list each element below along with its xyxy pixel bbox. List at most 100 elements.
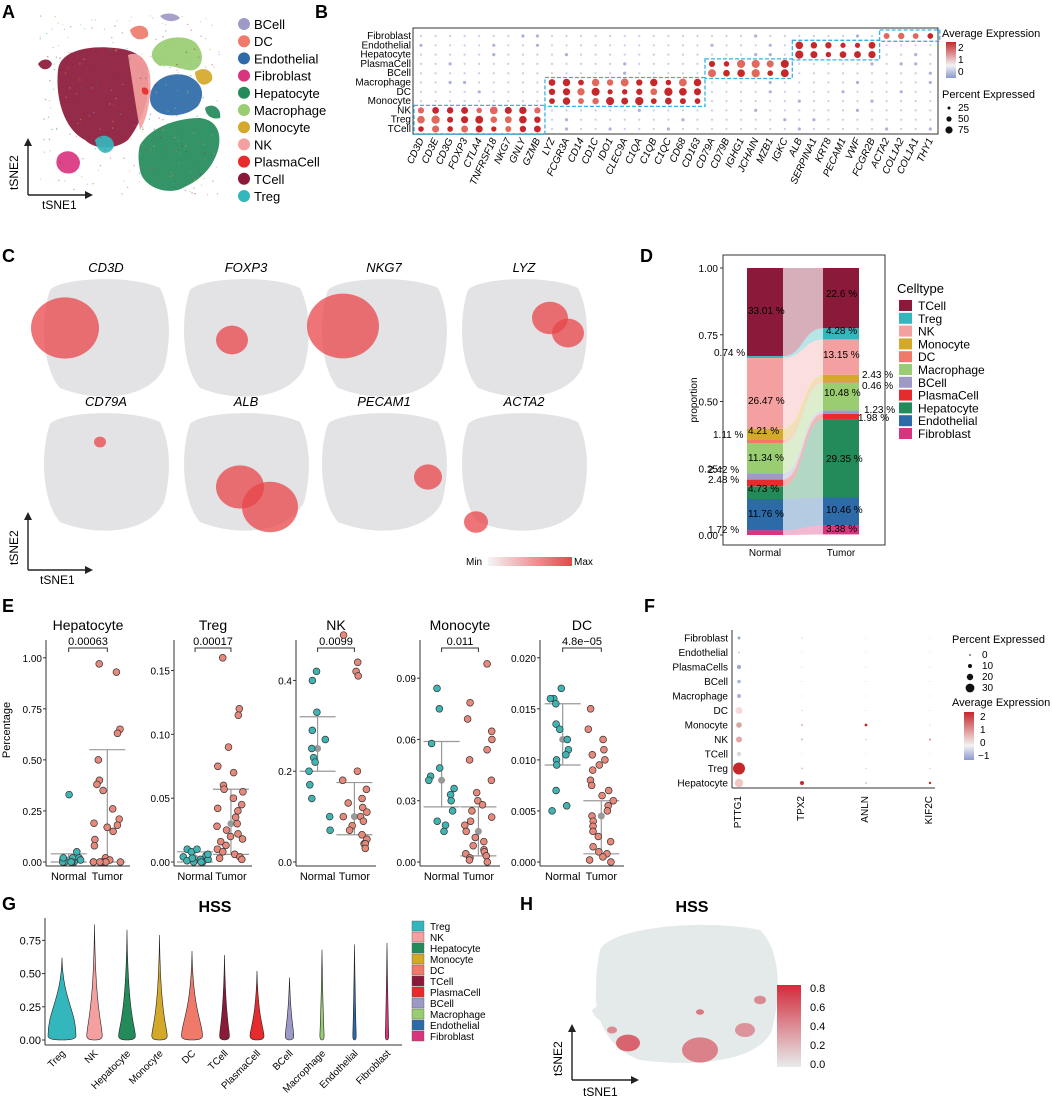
b-dot [463,72,466,75]
b-dot [928,71,932,75]
d-legend-title: Celltype [897,281,944,296]
d-flow-plasmacell [783,413,823,487]
b-dot [507,72,510,75]
cell-point [163,65,166,68]
e-point-tumor [363,808,371,816]
d-legend-label-monocyte: Monocyte [918,337,970,351]
cell-point [180,102,182,105]
cell-point [162,119,164,121]
cell-point [91,27,93,29]
b-dot [521,81,525,84]
e-point-tumor [238,855,246,864]
b-dot [449,53,452,56]
b-dot [681,72,685,75]
b-dot [594,53,597,56]
f-dot-pttg1 [737,694,741,698]
e-point-tumor [95,660,103,668]
g-legend-swatch-plasmacell [411,986,425,998]
b-dot [914,127,917,131]
e-significance-bracket [194,647,232,652]
b-dot [578,79,584,86]
b-dot [929,53,932,56]
b-dot [536,62,539,65]
d-legend-label-plasmacell: PlasmaCell [918,389,979,403]
cell-point [75,135,78,138]
cell-point [204,37,207,40]
d-label-tumor-treg: 4.28 % [826,326,857,337]
b-dot [507,34,510,38]
cluster-nk [128,53,151,131]
legend-label-endothelial: Endothelial [254,51,318,66]
legend-swatch-dc [238,35,250,48]
g-legend-label-monocyte: Monocyte [430,955,474,966]
b-dot [521,62,525,65]
b-dot [827,90,830,93]
e-point-tumor [215,854,224,862]
e-point-tumor [599,735,607,744]
b-dot [434,72,437,75]
b-dot [534,107,541,114]
e-ytick: 0.05 [151,794,171,805]
b-dot [565,44,568,47]
e-point-tumor [589,842,597,851]
e-point-normal [197,858,205,866]
cell-point [139,153,141,155]
b-dot [461,125,469,133]
b-dot [550,109,554,112]
b-dot [492,81,495,84]
cell-point [148,118,151,120]
cell-point [100,137,102,139]
c-title-cd3d: CD3D [88,260,123,275]
cell-point [141,93,143,95]
g-legend-label-hepatocyte: Hepatocyte [430,944,481,955]
b-dot [478,44,481,47]
b-dot [768,43,772,47]
b-dot [810,51,818,59]
e-point-tumor [474,796,482,805]
b-dot [504,116,512,124]
h-hss-hotspot [682,1037,718,1063]
b-dot [856,62,859,65]
b-dot [478,81,481,84]
c-axis-arrowhead-x [85,566,93,574]
b-dot [534,116,541,123]
d-flow-dc [783,381,823,443]
cell-point [179,47,181,50]
panel-letter-a: A [2,2,15,22]
e-point-normal [562,751,570,759]
d-legend-swatch-plasmacell [899,389,912,401]
e-ytick: 0.0 [278,858,292,869]
b-dot [667,44,670,47]
tsne1-label: tSNE1 [42,198,77,212]
f-percent-tick-0: 0 [982,650,988,661]
b-dot [769,127,772,131]
e-group-label-tumor: Tumor [215,871,247,883]
d-legend-swatch-monocyte [899,338,912,350]
g-violin-tcell [219,954,230,1041]
d-flow-treg [783,328,823,359]
cell-point [171,74,173,77]
cell-point [174,107,176,109]
b-dot [606,79,614,86]
d-bar-endothelial-normal [747,499,783,531]
b-dot [463,53,466,56]
b-dot [812,118,816,122]
e-point-normal [425,776,433,785]
legend-swatch-treg [238,190,250,202]
b-dot [609,109,612,112]
e-point-normal [59,854,68,862]
f-dot-tpx2 [801,637,803,639]
cell-point [121,32,124,34]
b-dot [681,118,685,122]
cell-point [82,81,85,84]
b-row-nk: NK [397,105,411,116]
e-point-tumor [91,835,99,844]
cell-point [184,189,187,192]
b-dot [827,100,830,103]
g-ytick: 0.00 [20,1035,41,1047]
cell-point [212,180,214,182]
b-dot [927,33,934,39]
b-dot [492,100,495,103]
e-point-normal [76,856,85,864]
cell-point [39,178,42,180]
